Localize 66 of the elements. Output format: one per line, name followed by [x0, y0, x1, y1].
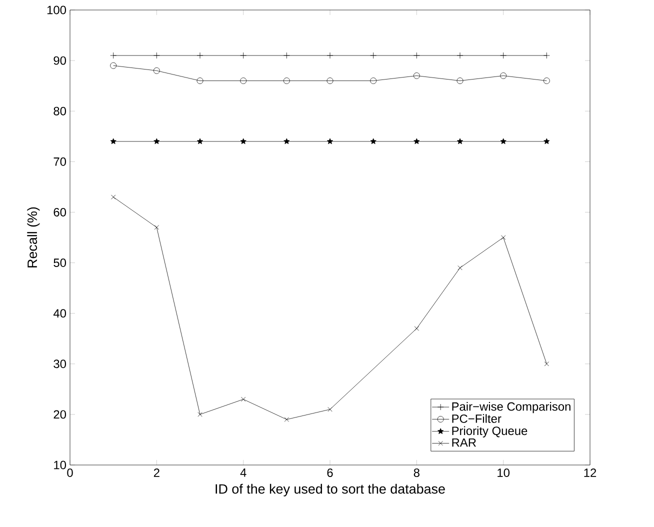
y-tick-label: 60 [54, 208, 66, 216]
point [500, 52, 507, 59]
point [110, 52, 117, 59]
y-tick-label: 40 [53, 309, 66, 318]
point [240, 52, 247, 59]
point [500, 72, 507, 79]
y-tick-label: 30 [54, 360, 66, 368]
point [456, 138, 464, 144]
point [153, 67, 160, 74]
y-axis-title: Recall (%) [27, 207, 40, 268]
y-tick-label: 10 [54, 460, 66, 470]
point [501, 235, 506, 240]
y-tick-label: 20 [54, 410, 66, 419]
point [283, 52, 290, 59]
point [370, 52, 377, 59]
point [110, 138, 116, 144]
legend-label: RAR [452, 438, 476, 447]
x-tick-label: 0 [67, 468, 73, 477]
point [198, 412, 202, 417]
point [153, 52, 160, 59]
y-tick-label: 50 [54, 258, 66, 267]
x-tick-label: 6 [327, 468, 333, 477]
point [196, 138, 204, 144]
x-tick-label: 12 [584, 468, 596, 477]
point [154, 225, 159, 230]
point [111, 194, 116, 200]
legend-label: Priority Queue [452, 426, 528, 438]
x-axis-title: ID of the key used to sort the database [216, 484, 445, 496]
point [413, 52, 420, 59]
point [283, 78, 290, 84]
point [326, 78, 334, 84]
x-tick-label: 4 [240, 468, 246, 477]
legend-label: Pair−wise Comparison [452, 402, 570, 414]
point [326, 52, 334, 59]
y-tick-label: 100 [47, 6, 66, 14]
x-tick-label: 2 [154, 468, 160, 477]
point [284, 138, 290, 144]
point [544, 138, 550, 144]
point [370, 138, 376, 144]
legend-label: PC−Filter [452, 414, 502, 423]
point [456, 78, 464, 84]
point [544, 362, 549, 366]
point [458, 266, 462, 270]
point [240, 78, 247, 84]
point [500, 138, 506, 144]
point [543, 52, 550, 59]
point [154, 138, 160, 144]
point [284, 417, 289, 422]
point [543, 78, 550, 84]
y-tick-label: 80 [54, 106, 66, 116]
point [196, 78, 204, 84]
point [414, 138, 420, 144]
point [241, 396, 246, 402]
point [414, 326, 419, 331]
point [326, 138, 334, 144]
point [370, 78, 377, 84]
point [456, 52, 464, 59]
x-tick-label: 8 [414, 468, 420, 477]
y-tick-label: 90 [54, 56, 66, 65]
x-tick-label: 10 [498, 468, 510, 477]
point [413, 72, 420, 79]
point [240, 138, 246, 144]
y-tick-label: 70 [54, 157, 66, 166]
point [328, 407, 332, 412]
point [110, 62, 117, 69]
point [196, 52, 204, 59]
